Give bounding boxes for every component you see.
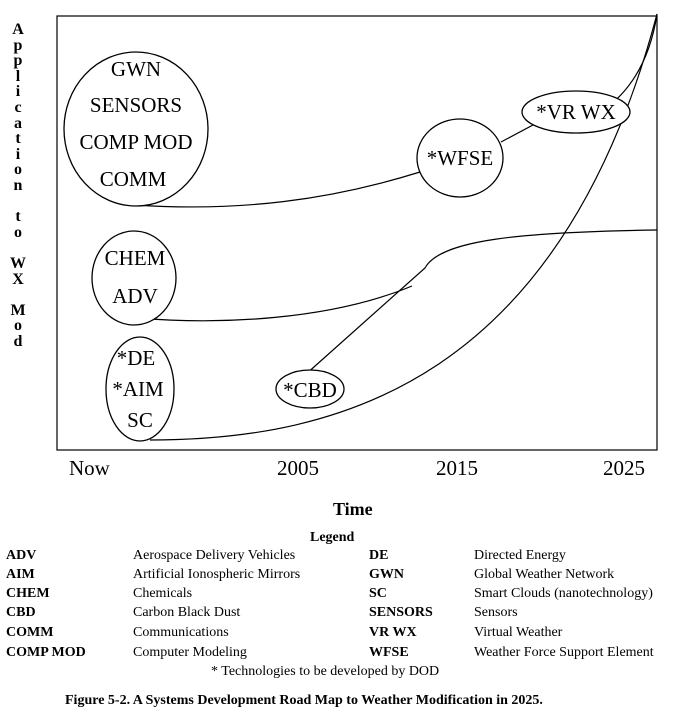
x-tick-2005: 2005 (277, 456, 319, 480)
legend-definition: Virtual Weather (474, 625, 563, 640)
node-comm: COMM (100, 167, 167, 191)
group-mid-ellipse (91, 230, 177, 326)
legend-definition: Smart Clouds (nanotechnology) (474, 586, 653, 601)
y-axis-label-glyph: W (10, 254, 26, 272)
node-comp-mod: COMP MOD (80, 130, 193, 154)
legend-abbr: SENSORS (369, 605, 433, 620)
node-adv: ADV (112, 284, 158, 308)
legend-footnote: * Technologies to be developed by DOD (211, 664, 440, 679)
y-axis-label-glyph (6, 287, 30, 303)
y-axis-label-glyph: l (15, 67, 21, 85)
y-axis-label-glyph: o (14, 161, 22, 179)
y-axis-label-glyph: p (13, 36, 23, 54)
node-sensors: SENSORS (90, 93, 182, 117)
x-axis-label: Time (333, 499, 373, 519)
y-axis-label-glyph: i (15, 145, 21, 163)
x-tick-2025: 2025 (603, 456, 645, 480)
node-sc: SC (127, 408, 153, 432)
legend-definition: Aerospace Delivery Vehicles (133, 548, 296, 563)
y-axis-label-glyph (6, 194, 30, 210)
y-axis-label-glyph: t (15, 208, 21, 226)
y-axis-label-glyph: p (13, 52, 23, 70)
legend-abbr: COMM (6, 625, 54, 640)
y-axis-label-glyph: c (14, 98, 22, 116)
node-wfse: *WFSE (427, 146, 494, 170)
legend-abbr: ADV (6, 548, 37, 563)
y-axis-label-glyph: i (15, 83, 21, 101)
y-axis-label-glyph: A (12, 21, 24, 38)
node-cbd: *CBD (283, 378, 337, 402)
figure-caption: Figure 5-2. A Systems Development Road M… (65, 693, 543, 708)
legend-definition: Weather Force Support Element (474, 645, 654, 660)
legend-title: Legend (310, 530, 355, 545)
y-axis-label-glyph: n (13, 176, 23, 194)
vrwx-ellipse (521, 90, 631, 134)
top-growth-curve (134, 171, 421, 208)
legend-definition: Computer Modeling (133, 645, 247, 660)
group-top-ellipse (63, 51, 209, 207)
legend-abbr: CHEM (6, 586, 50, 601)
y-axis-label-glyph: M (10, 301, 26, 319)
x-tick-now: Now (69, 456, 110, 480)
legend-abbr: CBD (6, 605, 36, 620)
low-growth-curve (149, 13, 658, 441)
legend-abbr: VR WX (369, 625, 417, 640)
legend-abbr: COMP MOD (6, 645, 86, 660)
legend-abbr: WFSE (369, 645, 409, 660)
legend-definition: Chemicals (133, 586, 193, 601)
y-axis-label-glyph: X (12, 270, 24, 288)
node-vrwx: *VR WX (536, 100, 616, 124)
wfse-ellipse (416, 118, 504, 198)
y-axis-label-glyph: t (15, 130, 21, 148)
roadmap-diagram: GWN SENSORS COMP MOD COMM CHEM ADV *DE *… (56, 13, 658, 451)
legend-abbr: AIM (6, 567, 35, 582)
node-aim: *AIM (112, 377, 164, 401)
y-axis-label-glyph: o (14, 317, 22, 335)
cbd-ellipse (275, 369, 345, 409)
wfse-to-vrwx-connector (500, 124, 534, 143)
legend-definition: Global Weather Network (474, 567, 615, 582)
y-axis-label-glyph: d (13, 332, 23, 350)
node-de: *DE (117, 346, 156, 370)
mid-plateau-curve (304, 229, 658, 376)
y-axis-label-glyph: o (14, 223, 22, 241)
legend-abbr: DE (369, 548, 389, 563)
mid-growth-curve (137, 285, 413, 322)
plot-frame (56, 15, 658, 451)
y-axis-label-glyph: a (14, 114, 22, 132)
legend-definition: Carbon Black Dust (133, 605, 241, 620)
node-gwn: GWN (111, 57, 161, 81)
legend-abbr: SC (369, 586, 387, 601)
legend-definition: Sensors (474, 605, 518, 620)
x-tick-2015: 2015 (436, 456, 478, 480)
group-low-ellipse (105, 336, 175, 442)
legend-abbr: GWN (369, 567, 404, 582)
legend-definition: Artificial Ionospheric Mirrors (133, 567, 301, 582)
legend-definition: Communications (133, 625, 229, 640)
y-axis-label-glyph (6, 240, 30, 256)
legend-definition: Directed Energy (474, 548, 566, 563)
node-chem: CHEM (105, 246, 166, 270)
